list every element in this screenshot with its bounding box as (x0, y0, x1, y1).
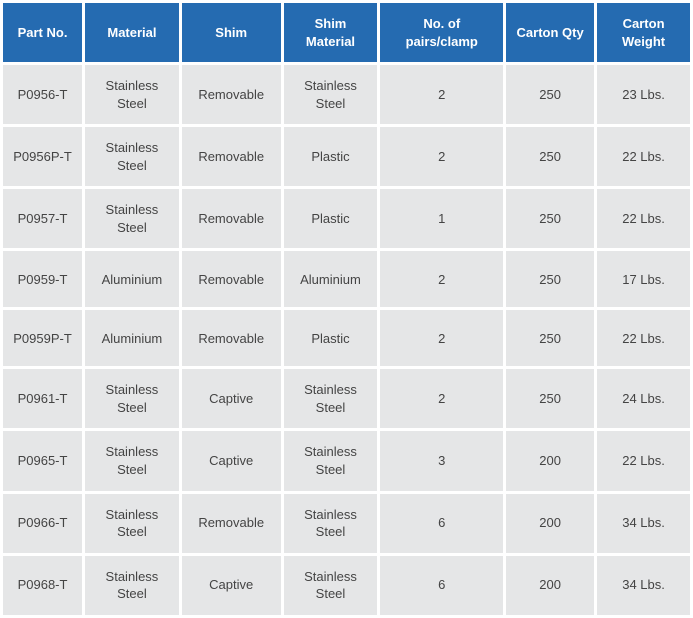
cell-shim-material: Plastic (284, 310, 378, 366)
cell-material: Stainless Steel (85, 369, 179, 428)
cell-shim: Removable (182, 494, 281, 553)
cell-part-no: P0968-T (3, 556, 82, 615)
cell-pairs-clamp: 1 (380, 189, 503, 248)
cell-carton-qty: 200 (506, 431, 594, 490)
cell-material: Aluminium (85, 310, 179, 366)
col-header-pairs-clamp: No. of pairs/clamp (380, 3, 503, 62)
table-row: P0968-T Stainless Steel Captive Stainles… (3, 556, 690, 615)
cell-material: Stainless Steel (85, 189, 179, 248)
cell-carton-qty: 200 (506, 494, 594, 553)
cell-shim: Removable (182, 127, 281, 186)
cell-shim-material: Stainless Steel (284, 431, 378, 490)
cell-pairs-clamp: 2 (380, 65, 503, 124)
cell-part-no: P0965-T (3, 431, 82, 490)
table-row: P0959P-T Aluminium Removable Plastic 2 2… (3, 310, 690, 366)
cell-carton-weight: 22 Lbs. (597, 310, 690, 366)
table-header-row: Part No. Material Shim Shim Material No.… (3, 3, 690, 62)
cell-pairs-clamp: 2 (380, 127, 503, 186)
parts-table: Part No. Material Shim Shim Material No.… (0, 0, 693, 618)
cell-pairs-clamp: 2 (380, 310, 503, 366)
cell-part-no: P0961-T (3, 369, 82, 428)
cell-pairs-clamp: 6 (380, 556, 503, 615)
cell-material: Stainless Steel (85, 65, 179, 124)
cell-shim: Captive (182, 431, 281, 490)
table-row: P0957-T Stainless Steel Removable Plasti… (3, 189, 690, 248)
table-row: P0956P-T Stainless Steel Removable Plast… (3, 127, 690, 186)
table-row: P0959-T Aluminium Removable Aluminium 2 … (3, 251, 690, 307)
cell-shim: Removable (182, 189, 281, 248)
cell-material: Aluminium (85, 251, 179, 307)
cell-part-no: P0959P-T (3, 310, 82, 366)
cell-carton-qty: 250 (506, 127, 594, 186)
cell-pairs-clamp: 2 (380, 369, 503, 428)
col-header-carton-weight: Carton Weight (597, 3, 690, 62)
col-header-material: Material (85, 3, 179, 62)
cell-material: Stainless Steel (85, 494, 179, 553)
cell-part-no: P0956-T (3, 65, 82, 124)
cell-shim-material: Stainless Steel (284, 369, 378, 428)
cell-part-no: P0956P-T (3, 127, 82, 186)
cell-carton-qty: 200 (506, 556, 594, 615)
cell-carton-qty: 250 (506, 369, 594, 428)
cell-material: Stainless Steel (85, 431, 179, 490)
cell-part-no: P0957-T (3, 189, 82, 248)
col-header-shim: Shim (182, 3, 281, 62)
cell-part-no: P0966-T (3, 494, 82, 553)
table-row: P0966-T Stainless Steel Removable Stainl… (3, 494, 690, 553)
cell-carton-weight: 34 Lbs. (597, 556, 690, 615)
cell-shim: Captive (182, 369, 281, 428)
cell-shim: Removable (182, 310, 281, 366)
cell-shim-material: Plastic (284, 127, 378, 186)
cell-shim-material: Stainless Steel (284, 494, 378, 553)
cell-carton-weight: 22 Lbs. (597, 431, 690, 490)
cell-shim-material: Stainless Steel (284, 556, 378, 615)
cell-carton-qty: 250 (506, 189, 594, 248)
cell-pairs-clamp: 3 (380, 431, 503, 490)
col-header-shim-material: Shim Material (284, 3, 378, 62)
cell-carton-qty: 250 (506, 251, 594, 307)
cell-carton-weight: 22 Lbs. (597, 127, 690, 186)
col-header-carton-qty: Carton Qty (506, 3, 594, 62)
table-row: P0965-T Stainless Steel Captive Stainles… (3, 431, 690, 490)
cell-material: Stainless Steel (85, 127, 179, 186)
cell-material: Stainless Steel (85, 556, 179, 615)
cell-shim: Removable (182, 65, 281, 124)
cell-shim: Removable (182, 251, 281, 307)
cell-part-no: P0959-T (3, 251, 82, 307)
table-row: P0961-T Stainless Steel Captive Stainles… (3, 369, 690, 428)
cell-carton-weight: 24 Lbs. (597, 369, 690, 428)
cell-carton-qty: 250 (506, 310, 594, 366)
cell-shim-material: Plastic (284, 189, 378, 248)
cell-carton-weight: 22 Lbs. (597, 189, 690, 248)
cell-carton-weight: 23 Lbs. (597, 65, 690, 124)
cell-pairs-clamp: 2 (380, 251, 503, 307)
cell-carton-weight: 34 Lbs. (597, 494, 690, 553)
cell-shim-material: Aluminium (284, 251, 378, 307)
cell-carton-weight: 17 Lbs. (597, 251, 690, 307)
col-header-part-no: Part No. (3, 3, 82, 62)
cell-shim: Captive (182, 556, 281, 615)
cell-pairs-clamp: 6 (380, 494, 503, 553)
table-row: P0956-T Stainless Steel Removable Stainl… (3, 65, 690, 124)
cell-carton-qty: 250 (506, 65, 594, 124)
cell-shim-material: Stainless Steel (284, 65, 378, 124)
